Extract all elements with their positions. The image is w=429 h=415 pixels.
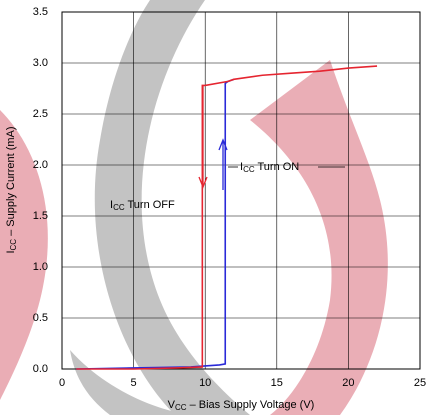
x-tick-label: 20 [342, 377, 354, 389]
x-tick-label: 25 [414, 377, 426, 389]
x-tick-label: 5 [131, 377, 137, 389]
watermark [0, 0, 388, 415]
plot-frame [61, 11, 421, 370]
y-tick-label: 2.0 [33, 159, 48, 171]
y-tick-label: 2.5 [33, 108, 48, 120]
y-axis-label: ICC – Supply Current (mA) [5, 126, 18, 253]
x-tick-label: 10 [199, 377, 211, 389]
y-tick-label: 3.0 [33, 57, 48, 69]
x-tick-label: 0 [59, 377, 65, 389]
x-axis-label: VCC – Bias Supply Voltage (V) [168, 399, 315, 412]
y-tick-label: 1.5 [33, 210, 48, 222]
x-tick-label: 15 [271, 377, 283, 389]
annotation-on: ICC Turn ON [240, 161, 299, 174]
annotation-off: ICC Turn OFF [110, 199, 175, 212]
y-tick-label: 0.5 [33, 312, 48, 324]
y-tick-label: 0.0 [33, 363, 48, 375]
lines [76, 65, 378, 370]
y-tick-label: 1.0 [33, 261, 48, 273]
arrows [198, 85, 345, 190]
series-line [76, 65, 378, 370]
y-tick-label: 3.5 [33, 6, 48, 18]
